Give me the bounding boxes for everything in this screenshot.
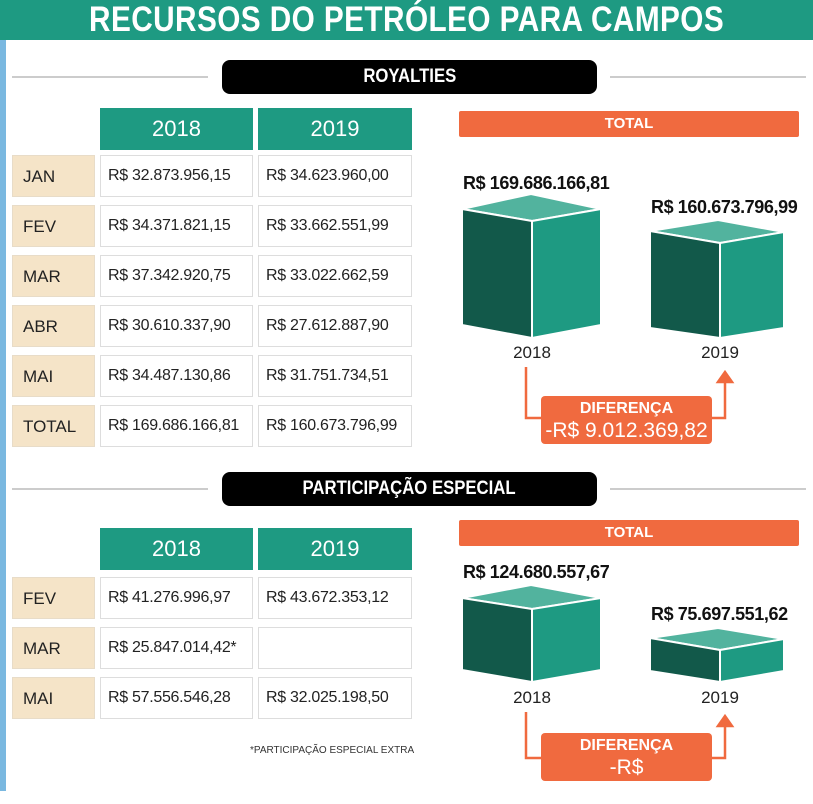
difference-label: DIFERENÇA [579,400,674,417]
column-header-2019: 2019 [258,108,412,150]
divider [610,76,806,78]
cell-2018: R$ 34.371.821,15 [100,205,253,247]
cube-label-2019: 2019 [701,343,739,362]
cube-pe-2018 [461,583,602,684]
cube-pe-2019 [649,626,785,684]
heading-text: PARTICIPAÇÃO ESPECIAL [302,478,517,499]
row-label: TOTAL [12,405,95,447]
row-label: ABR [12,305,95,347]
cell-2018: R$ 34.487.130,86 [100,355,253,397]
divider [610,488,806,490]
row-label: FEV [12,577,95,619]
row-label: MAR [12,255,95,297]
cell-2018: R$ 169.686.166,81 [100,405,253,447]
cell-2019: R$ 160.673.796,99 [258,405,412,447]
cell-2018: R$ 41.276.996,97 [100,577,253,619]
cube-royalties-2018 [461,192,602,340]
cell-2018: R$ 37.342.920,75 [100,255,253,297]
cube-royalties-2019 [649,218,785,340]
difference-box: DIFERENÇA -R$ 9.012.369,82 [541,396,712,444]
cell-2019: R$ 43.672.353,12 [258,577,412,619]
footnote: *PARTICIPAÇÃO ESPECIAL EXTRA [250,745,415,756]
cell-2019: R$ 33.662.551,99 [258,205,412,247]
section-heading-participacao: PARTICIPAÇÃO ESPECIAL [222,472,597,506]
row-label: JAN [12,155,95,197]
cell-2019: R$ 33.022.662,59 [258,255,412,297]
cell-2018: R$ 32.873.956,15 [100,155,253,197]
page-title-text: RECURSOS DO PETRÓLEO PARA CAMPOS [88,0,725,39]
cube-label-2019: 2019 [701,688,739,707]
difference-label: DIFERENÇA [579,737,674,754]
left-accent-strip [0,40,6,791]
row-label: MAI [12,355,95,397]
column-header-2019: 2019 [258,528,412,570]
cell-2019: R$ 34.623.960,00 [258,155,412,197]
total-2018-value: R$ 124.680.557,67 [463,562,610,582]
heading-text: ROYALTIES [363,66,456,87]
difference-value: -R$ 48.983.006,05 [559,756,694,803]
cell-2019: R$ 31.751.734,51 [258,355,412,397]
row-label: FEV [12,205,95,247]
cell-2018: R$ 30.610.337,90 [100,305,253,347]
difference-value: -R$ 9.012.369,82 [545,419,708,442]
column-header-2018: 2018 [100,528,253,570]
row-label: MAI [12,677,95,719]
cube-label-2018: 2018 [513,688,551,707]
row-label: MAR [12,627,95,669]
total-2018-value: R$ 169.686.166,81 [463,173,610,193]
column-header-2018: 2018 [100,108,253,150]
difference-arrow [524,367,735,420]
difference-arrow [524,712,735,760]
page-title: RECURSOS DO PETRÓLEO PARA CAMPOS [0,0,813,40]
total-2019-value: R$ 160.673.796,99 [651,197,798,217]
cell-2018: R$ 25.847.014,42* [100,627,253,669]
cell-2018: R$ 57.556.546,28 [100,677,253,719]
divider [12,488,208,490]
total-2019-value: R$ 75.697.551,62 [651,604,788,624]
cell-2019 [258,627,412,669]
divider [12,76,208,78]
cell-2019: R$ 27.612.887,90 [258,305,412,347]
difference-box: DIFERENÇA -R$ 48.983.006,05 [541,733,712,803]
total-banner: TOTAL [459,111,799,137]
cube-label-2018: 2018 [513,343,551,362]
section-heading-royalties: ROYALTIES [222,60,597,94]
cell-2019: R$ 32.025.198,50 [258,677,412,719]
total-banner: TOTAL [459,520,799,546]
